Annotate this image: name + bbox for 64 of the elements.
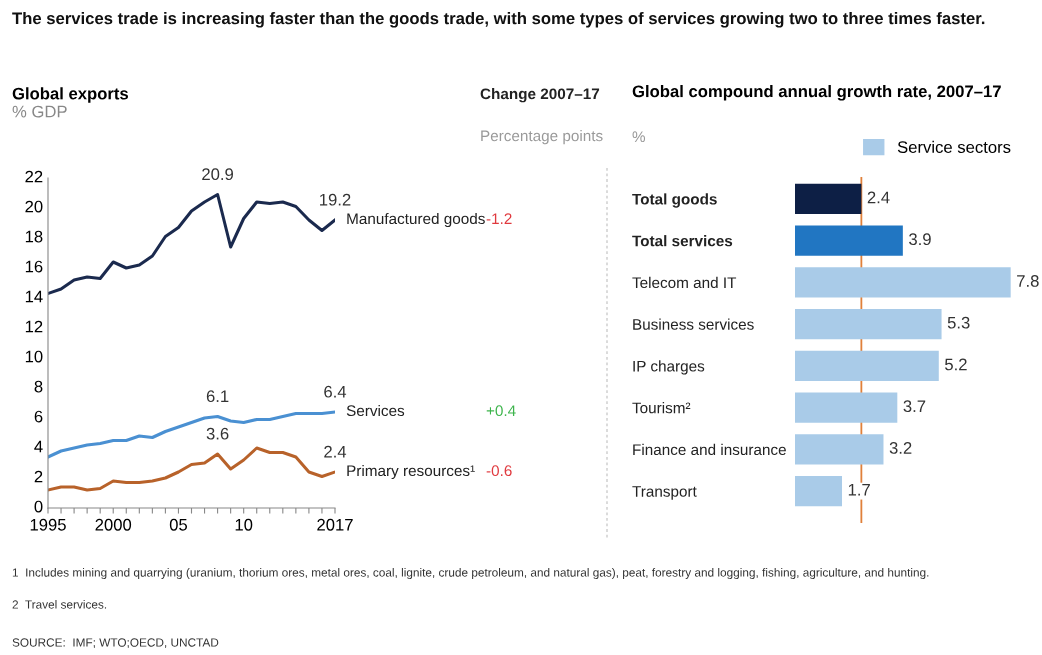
- data-label: 3.6: [206, 427, 229, 440]
- text: Change 2007–17: [480, 88, 600, 103]
- bar: [795, 392, 898, 423]
- text: -1.2: [486, 213, 512, 224]
- text: Percentage points: [481, 130, 603, 145]
- data-label: 3.2: [889, 442, 912, 454]
- text: -0.6: [486, 465, 512, 477]
- y-tick-label: 20: [25, 200, 43, 213]
- bar: [795, 434, 884, 465]
- text: +0.4: [486, 405, 516, 417]
- y-tick-label: 8: [34, 380, 43, 393]
- x-tick-label: 2000: [95, 518, 132, 531]
- y-tick-label: Transport: [632, 486, 697, 500]
- y-tick-label: Tourism²: [632, 402, 691, 414]
- data-label: 6.4: [324, 385, 347, 398]
- text: 2 Travel services.: [12, 600, 107, 609]
- y-tick-label: 16: [25, 260, 43, 273]
- bar: [795, 309, 942, 340]
- y-tick-label: Telecom and IT: [632, 276, 737, 289]
- x-tick-label: 1995: [30, 518, 66, 531]
- y-tick-label: 14: [25, 290, 43, 303]
- data-label: 5.2: [945, 358, 967, 371]
- series-label: Primary resources¹: [347, 464, 475, 480]
- series-label: Services: [346, 404, 405, 417]
- x-tick-label: 2017: [317, 518, 353, 531]
- data-label: 19.2: [320, 193, 351, 206]
- bar: [795, 350, 939, 381]
- data-label: 1.7: [848, 483, 870, 496]
- source-note: SOURCE: IMF; WTO;OECD, UNCTAD: [12, 638, 219, 649]
- chart-title: Global compound annual growth rate, 2007–17: [632, 85, 1001, 101]
- legend-label: Service sectors: [897, 140, 1011, 154]
- data-label: 2.4: [324, 445, 347, 458]
- text: %: [632, 131, 646, 143]
- y-tick-label: 10: [25, 350, 43, 363]
- chart-subtitle: % GDP: [12, 105, 67, 118]
- data-label: 2.4: [867, 191, 890, 204]
- y-tick-label: 18: [25, 230, 43, 243]
- bar: [795, 225, 903, 256]
- text: The services trade is increasing faster than the goods trade, with some types of services growing two to three times faster.: [12, 12, 985, 28]
- y-tick-label: Finance and insurance: [633, 443, 786, 456]
- text: 1 Includes mining and quarrying (uranium, thorium ores, metal ores, coal, lignite, crude petroleum, and natural gas), peat, forestry and logging, fishing, agriculture, and hunting.: [12, 568, 929, 580]
- y-tick-label: 4: [34, 440, 43, 453]
- x-tick-label: 10: [235, 518, 253, 531]
- data-label: 3.7: [903, 400, 926, 413]
- y-tick-label: 0: [34, 500, 43, 513]
- y-tick-label: 6: [34, 410, 43, 423]
- chart-title: Global exports: [12, 87, 129, 103]
- x-tick-label: 05: [169, 518, 188, 531]
- data-label: 5.3: [947, 316, 970, 329]
- data-label: 7.8: [1017, 275, 1039, 287]
- y-tick-label: IP charges: [633, 360, 705, 375]
- bar: [795, 476, 843, 507]
- y-tick-label: Business services: [633, 318, 754, 330]
- y-tick-label: 2: [34, 470, 43, 483]
- data-label: 3.9: [909, 233, 931, 246]
- data-label: 20.9: [202, 168, 234, 181]
- bar: [795, 183, 862, 214]
- data-label: 6.1: [206, 390, 229, 403]
- series-label: Manufactured goods: [347, 212, 485, 228]
- y-tick-label: Total services: [632, 235, 733, 247]
- y-tick-label: 12: [25, 320, 43, 333]
- y-tick-label: Total goods: [632, 193, 717, 208]
- bar: [795, 267, 1011, 298]
- y-tick-label: 22: [25, 170, 43, 183]
